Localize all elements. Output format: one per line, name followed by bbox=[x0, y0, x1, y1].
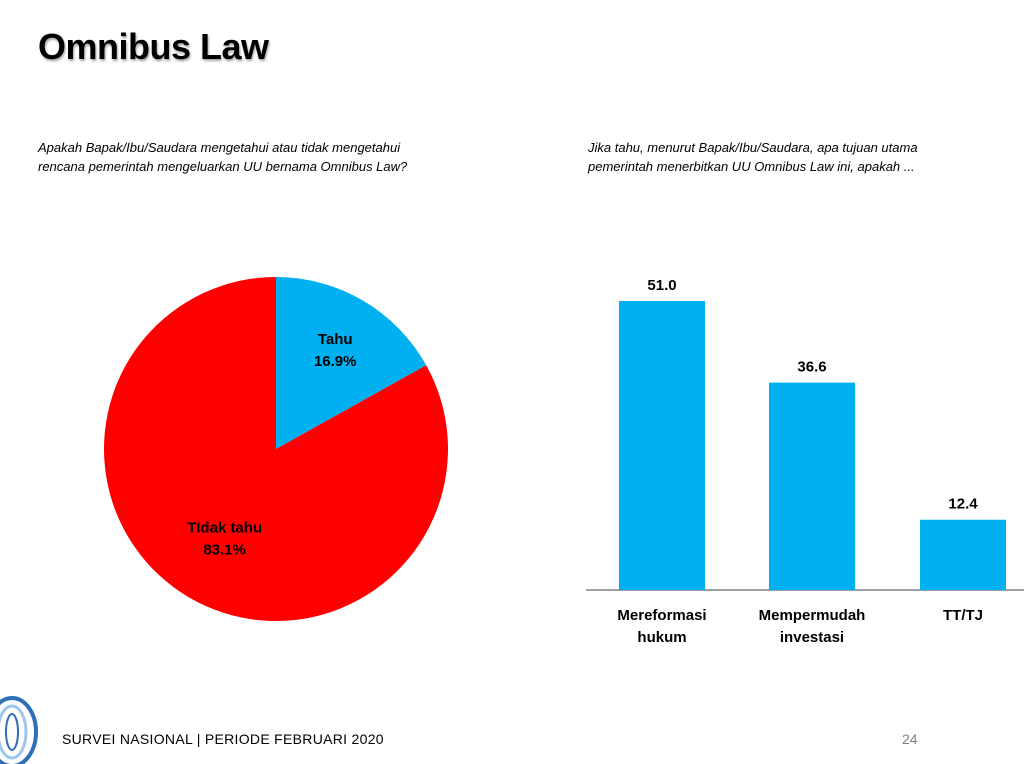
bar-value-label-2: 12.4 bbox=[948, 496, 978, 513]
pie-label-tahu: Tahu bbox=[318, 331, 353, 348]
bar-value-label-0: 51.0 bbox=[647, 277, 676, 294]
category-label-1-0: Mempermudah bbox=[759, 607, 866, 624]
pie-value-tahu: 16.9% bbox=[314, 353, 357, 370]
category-label-0-0: Mereformasi bbox=[617, 607, 706, 624]
bar-1 bbox=[769, 382, 855, 590]
category-label-0-1: hukum bbox=[637, 629, 686, 646]
question-left: Apakah Bapak/Ibu/Saudara mengetahui atau… bbox=[38, 140, 408, 174]
category-label-1-1: investasi bbox=[780, 629, 844, 646]
bar-0 bbox=[619, 301, 705, 590]
pie-slice-tidak-tahu bbox=[104, 277, 449, 622]
category-label-2-0: TT/TJ bbox=[943, 607, 983, 624]
bar-2 bbox=[920, 519, 1006, 590]
question-right: Jika tahu, menurut Bapak/Ibu/Saudara, ap… bbox=[588, 140, 918, 174]
pie-slice-tahu bbox=[276, 277, 427, 449]
pie-label-tidak-tahu: TIdak tahu bbox=[187, 520, 262, 537]
footer-text: SURVEI NASIONAL | PERIODE FEBRUARI 2020 bbox=[62, 731, 384, 747]
page-number: 24 bbox=[902, 731, 918, 747]
slide-title: Omnibus Law bbox=[38, 26, 269, 67]
survey-logo-icon bbox=[0, 696, 38, 764]
bar-value-label-1: 36.6 bbox=[797, 359, 826, 376]
pie-value-tidak-tahu: 83.1% bbox=[203, 542, 246, 559]
